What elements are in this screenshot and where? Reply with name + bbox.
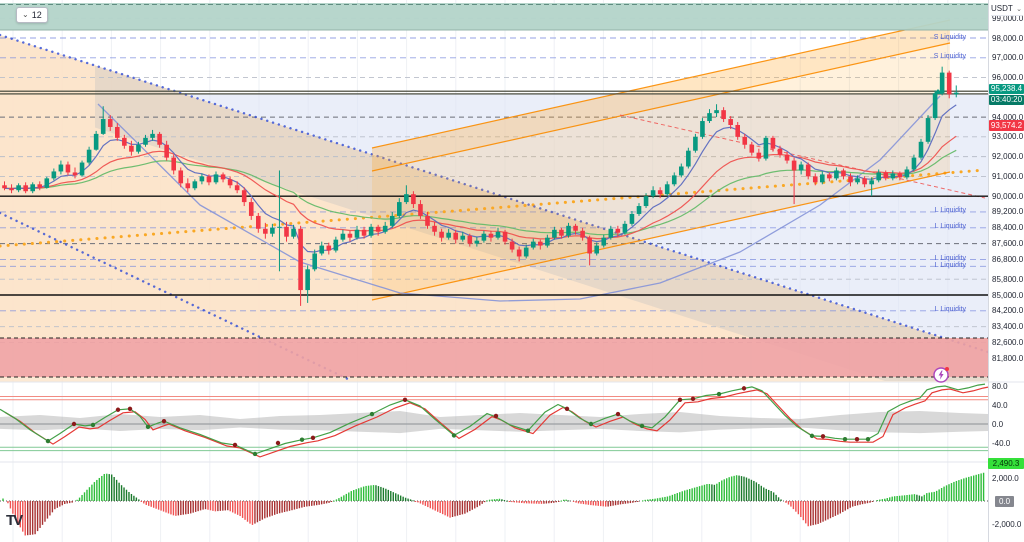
histogram-panel <box>0 472 988 536</box>
last-price-label: 95,238.4 03:40:20 <box>989 84 1024 105</box>
chevron-down-icon: ⌄ <box>22 10 29 19</box>
candlestick-series <box>2 66 959 306</box>
fast-ma-line <box>4 104 957 253</box>
swing-high-dot <box>402 397 408 402</box>
indicator-price-label: 93,574.2 <box>989 120 1024 131</box>
swing-low-dot <box>588 421 594 427</box>
histogram-value-label: 2,490.3 <box>988 458 1024 469</box>
swing-low-dot <box>145 424 151 430</box>
slow-ma-line <box>4 149 957 236</box>
swing-low-dot <box>865 437 871 442</box>
bar-countdown: 03:40:20 <box>989 95 1024 105</box>
swing-high-dot <box>690 396 696 402</box>
swing-low-dot <box>809 433 815 439</box>
moving-averages <box>4 104 957 253</box>
swing-low-dot <box>525 428 531 433</box>
swing-high-dot <box>161 418 167 424</box>
swing-low-dot <box>45 438 51 444</box>
zero-value-label: 0.0 <box>995 496 1015 507</box>
parabolic-curve <box>97 95 941 302</box>
swing-high-dot <box>310 435 316 440</box>
currency-label: USDT <box>991 4 1013 13</box>
swing-low-dot <box>451 433 457 438</box>
swing-high-dot <box>820 434 826 439</box>
timeframe-chip[interactable]: ⌄ 12 <box>16 7 48 23</box>
swing-low-dot <box>90 422 96 428</box>
liquidity-lines <box>0 37 988 312</box>
blue-dotted-trendline <box>0 211 354 383</box>
swing-high-dot <box>127 406 133 411</box>
oscillator-green-line <box>0 383 986 455</box>
oscillator-cloud <box>0 411 988 434</box>
orange-dotted-trendline <box>0 168 987 248</box>
timeframe-label: 12 <box>31 10 42 20</box>
swing-low-dot <box>716 391 722 397</box>
swing-high-dot <box>564 406 570 411</box>
supply-demand-zones <box>0 3 988 378</box>
oscillator-panel <box>0 383 989 458</box>
swing-low-dot <box>842 437 848 442</box>
event-marker-icon[interactable] <box>932 365 952 385</box>
last-price-value: 95,238.4 <box>989 84 1024 94</box>
red-dashed-trendline <box>619 114 986 199</box>
swing-high-dot <box>677 397 683 402</box>
swing-high-dot <box>232 442 238 448</box>
swing-high-dot <box>854 437 860 442</box>
chevron-down-icon: ⌄ <box>1016 5 1022 13</box>
swing-high-dot <box>115 407 121 412</box>
tradingview-logo[interactable]: TV <box>6 512 23 529</box>
swing-high-dot <box>71 421 77 427</box>
swing-low-dot <box>252 451 258 457</box>
price-marker-icon <box>934 89 942 94</box>
swing-high-dot <box>275 440 281 446</box>
swing-low-dot <box>639 423 645 429</box>
price-axis-currency-button[interactable]: USDT ⌄ <box>991 2 1022 16</box>
swing-low-dot <box>299 437 305 442</box>
swing-low-dot <box>369 411 375 417</box>
swing-high-dot <box>615 411 621 417</box>
swing-high-dot <box>493 413 499 419</box>
swing-high-dot <box>741 386 747 391</box>
blue-dotted-trendline <box>0 33 990 354</box>
